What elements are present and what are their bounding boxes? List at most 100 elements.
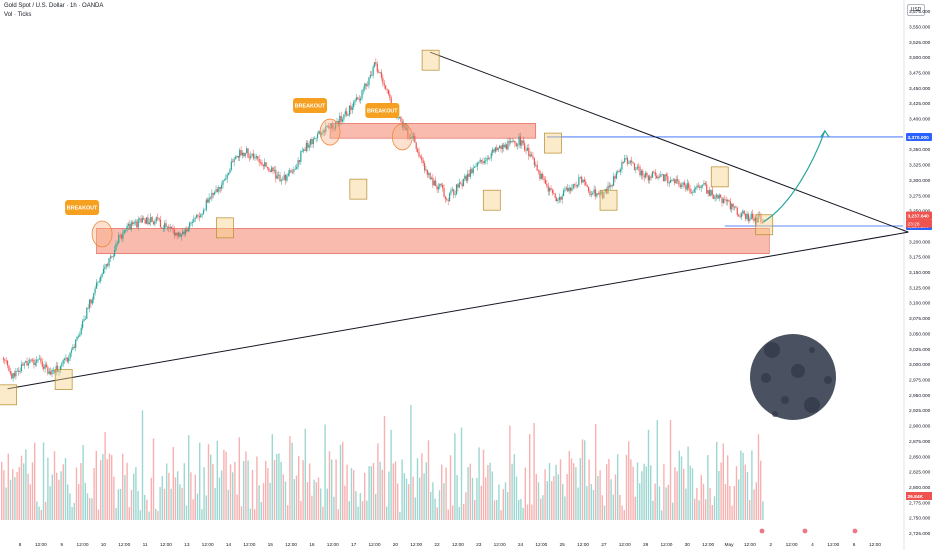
volume-bar [707,455,709,520]
arrow-head [820,129,830,138]
volume-bar [27,473,29,520]
volume-bar [317,477,320,520]
candle-body [175,232,177,236]
volume-bar [130,489,133,520]
volume-bar [185,505,188,520]
candle-body [347,114,349,116]
candle-body [12,373,14,379]
candle-body [330,123,333,129]
volume-bar [284,481,287,520]
candle-body [123,230,125,233]
candle-body [683,182,686,186]
currency-button[interactable]: USD [907,4,925,16]
candle-body [433,180,435,186]
candle-body [132,222,134,225]
candle-body [293,169,295,172]
volume-bar [423,473,425,520]
candle-body [72,346,74,351]
volume-bar [597,475,599,520]
volume-bar [628,441,630,520]
volume-bar [544,469,546,520]
volume-bar [353,470,355,520]
volume-bar [414,497,416,520]
candle-body [642,170,644,176]
y-tick-label: 3,475.000 [909,70,931,76]
candle-body [485,160,487,162]
volume-bar [260,501,262,520]
candle-body [102,269,105,274]
candle-body [738,214,740,217]
candle-body [346,111,348,116]
volume-value-tag [906,492,932,500]
candle-body [9,371,11,374]
candle-body [444,196,447,200]
volume-bar [733,486,735,520]
volume-bar [135,467,137,520]
candle-body [729,201,731,210]
candle-body [701,184,704,186]
volume-bar [223,449,225,520]
candle-body [658,176,661,178]
volume-bar [515,476,518,520]
candle-body [672,179,674,181]
candle-body [593,189,595,194]
candle-body [308,144,310,148]
volume-bar [546,481,548,520]
volume-bar [331,459,333,520]
volume-bar [672,502,674,520]
volume-bar [381,469,383,520]
candle-body [583,179,586,182]
x-tick-label: 12:00 [452,542,464,548]
candle-body [407,127,409,138]
volume-bar [639,483,641,520]
candle-body [193,218,195,223]
volume-bar [621,505,623,520]
volume-bar [735,466,738,520]
x-tick-label: 17 [351,542,357,548]
candle-body [718,194,720,199]
volume-bar [84,482,86,520]
volume-bar [520,498,522,520]
candle-body [749,219,751,221]
volume-bar [471,477,474,520]
candle-body [763,221,765,223]
candle-body [618,171,620,173]
candle-body [756,217,758,223]
volume-bar [45,501,47,520]
volume-bar [126,462,128,520]
candle-body [250,155,252,159]
volume-bar [302,460,304,520]
candle-body [745,213,747,219]
volume-bar [403,473,405,520]
volume-bar [51,474,53,520]
volume-bar [452,505,454,520]
candle-body [202,210,205,214]
candle-body [682,182,684,185]
candle-body [337,121,339,124]
candle-body [604,189,606,193]
candle-body [710,190,712,196]
candle-body [669,180,672,183]
candle-body [635,169,637,170]
volume-bar [436,507,438,520]
candle-body [176,232,178,236]
candle-body [722,199,725,203]
candle-body [479,159,481,163]
candle-body [236,155,238,158]
volume-bar [625,454,628,520]
y-tick-label: 2,925.000 [909,408,931,414]
pivot-box [54,369,73,390]
candle-body [404,122,406,130]
volume-bar [194,474,196,520]
candle-body [38,358,41,360]
volume-bar [652,500,654,520]
candle-body [594,189,597,197]
candle-body [483,161,485,164]
y-tick-label: 3,350.000 [909,147,931,153]
candle-body [713,195,715,199]
candle-body [355,97,358,101]
volume-bar [273,459,276,520]
volume-bar [405,478,408,520]
candle-body [663,174,665,182]
